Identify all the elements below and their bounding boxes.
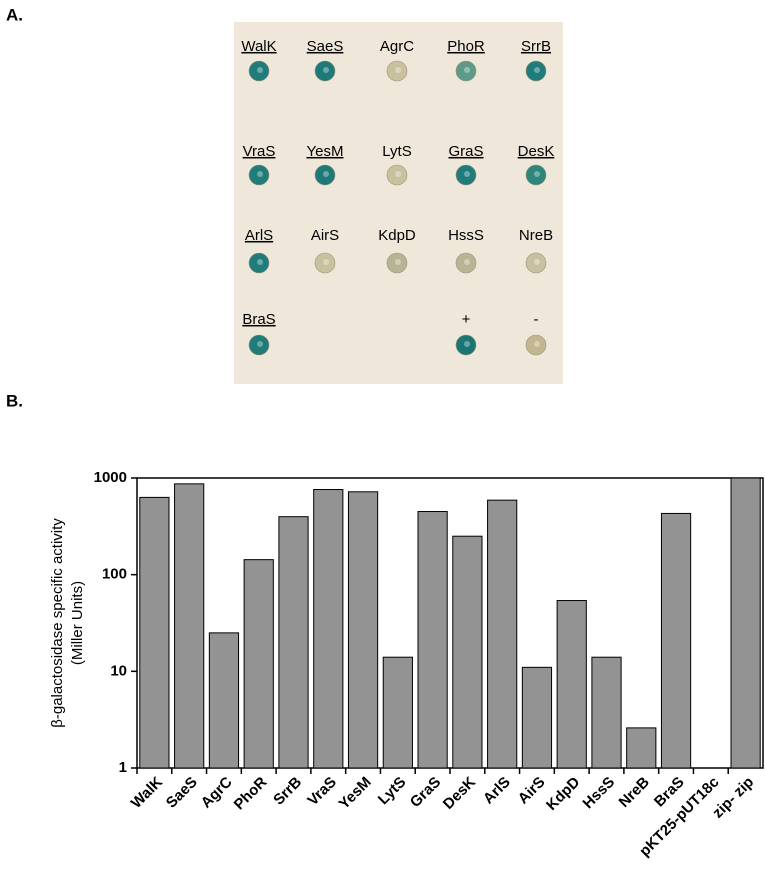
colony-spot (248, 164, 270, 186)
colony-center (323, 259, 329, 265)
colony-center (534, 67, 540, 73)
strain-label: KdpD (378, 227, 416, 244)
colony-spot (386, 252, 408, 274)
colony-spot (314, 252, 336, 274)
bar (139, 496, 170, 769)
colony-center (257, 341, 263, 347)
panel-label: B. (6, 391, 23, 410)
bar (556, 600, 587, 769)
colony-center (534, 171, 540, 177)
bar (487, 499, 518, 769)
colony-center (395, 67, 401, 73)
colony-spot (455, 164, 477, 186)
colony-center (534, 259, 540, 265)
bar (417, 511, 448, 769)
colony-spot (314, 164, 336, 186)
strain-label: + (462, 311, 471, 328)
bar (591, 656, 622, 769)
strain-label: DesK (518, 143, 555, 160)
colony-spot (455, 252, 477, 274)
strain-label: ArlS (245, 227, 273, 244)
colony-center (464, 171, 470, 177)
x-tick-label: HssS (580, 774, 619, 813)
bar (174, 483, 205, 769)
x-tick-label: LytS (375, 774, 410, 809)
strain-label: SrrB (521, 38, 551, 55)
colony-center (257, 171, 263, 177)
x-tick-label: AgrC (198, 774, 236, 812)
x-tick-label: KdpD (543, 774, 583, 814)
strain-label: WalK (241, 38, 276, 55)
y-tick-label: 1000 (94, 469, 127, 486)
strain-label: - (534, 311, 539, 328)
strain-label: VraS (243, 143, 276, 160)
y-tick-label: 1 (119, 759, 127, 776)
x-tick-label: NreB (616, 774, 653, 811)
x-tick-label: WalK (128, 774, 166, 812)
colony-center (534, 341, 540, 347)
bar (521, 666, 553, 769)
x-tick-label: DesK (440, 774, 479, 813)
strain-label: SaeS (307, 38, 344, 55)
bar (208, 632, 240, 769)
y-axis-label: β-galactosidase specific activity (49, 518, 66, 728)
colony-center (395, 171, 401, 177)
colony-spot (455, 60, 477, 82)
x-tick-label: SaeS (163, 774, 201, 812)
colony-center (395, 259, 401, 265)
x-tick-label: ArlS (480, 774, 514, 808)
colony-spot (525, 334, 547, 356)
plate (234, 22, 563, 384)
strain-label: NreB (519, 227, 553, 244)
colony-center (464, 259, 470, 265)
strain-label: PhoR (447, 38, 485, 55)
bar (382, 656, 413, 769)
colony-center (257, 259, 263, 265)
colony-center (257, 67, 263, 73)
strain-label: AgrC (380, 38, 414, 55)
bar (347, 491, 379, 769)
x-tick-label: VraS (304, 774, 340, 810)
colony-spot (386, 60, 408, 82)
colony-center (464, 341, 470, 347)
bar (730, 477, 761, 769)
colony-spot (314, 60, 336, 82)
strain-label: BraS (242, 311, 275, 328)
strain-label: AirS (311, 227, 339, 244)
strain-label: GraS (448, 143, 483, 160)
bar (626, 727, 657, 769)
bar (278, 516, 309, 769)
strain-label: LytS (382, 143, 411, 160)
y-tick-label: 100 (102, 566, 127, 583)
colony-spot (525, 60, 547, 82)
strain-label: YesM (307, 143, 344, 160)
colony-spot (525, 252, 547, 274)
colony-center (323, 171, 329, 177)
bar (313, 489, 344, 769)
bar (660, 512, 692, 769)
colony-spot (248, 60, 270, 82)
x-tick-label: PhoR (231, 774, 271, 814)
bar (243, 559, 274, 769)
colony-center (323, 67, 329, 73)
x-tick-label: YesM (336, 774, 375, 813)
x-tick-label: GraS (407, 774, 444, 811)
colony-spot (455, 334, 477, 356)
colony-center (464, 67, 470, 73)
bar (452, 535, 483, 769)
colony-spot (525, 164, 547, 186)
colony-spot (386, 164, 408, 186)
colony-spot (248, 252, 270, 274)
x-tick-label: SrrB (270, 773, 305, 808)
colony-spot (248, 334, 270, 356)
y-axis-label: (Miller Units) (69, 581, 86, 665)
strain-label: HssS (448, 227, 484, 244)
panel-label: A. (6, 5, 23, 24)
y-tick-label: 10 (110, 662, 127, 679)
